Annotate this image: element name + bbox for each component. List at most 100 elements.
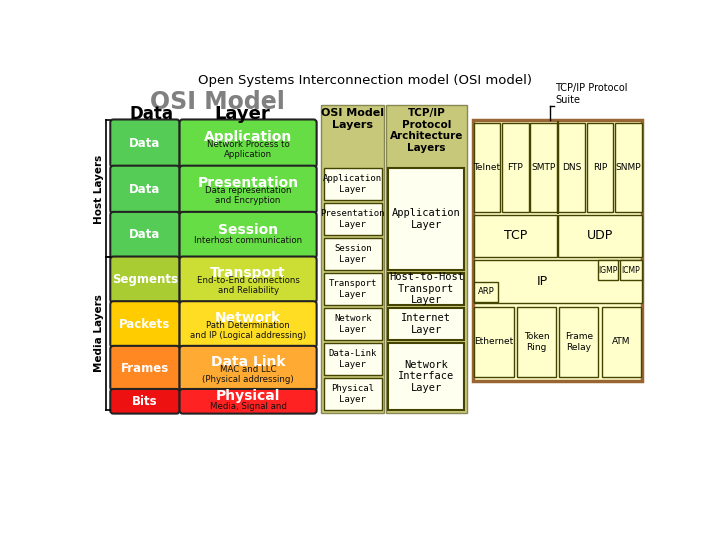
Bar [323,203,382,235]
Text: ARP: ARP [477,287,495,296]
Text: ATM: ATM [612,338,631,347]
FancyBboxPatch shape [179,301,317,347]
Text: Ethernet: Ethernet [474,338,514,347]
FancyBboxPatch shape [179,256,317,303]
Text: Data: Data [130,137,161,150]
Text: Application: Application [204,130,292,144]
Bar [474,307,514,377]
Text: Packets: Packets [120,318,171,331]
Text: Open Systems Interconnection model (OSI model): Open Systems Interconnection model (OSI … [198,74,532,87]
FancyBboxPatch shape [110,256,179,303]
Text: Data Link: Data Link [211,355,285,369]
Text: Presentation
Layer: Presentation Layer [320,209,385,228]
Text: Session
Layer: Session Layer [334,244,372,264]
Bar [615,123,642,212]
Bar [474,123,500,212]
Bar [388,273,464,305]
FancyBboxPatch shape [179,212,317,258]
Bar [323,168,382,200]
Text: Physical
Layer: Physical Layer [331,384,374,403]
Text: Data representation
and Encryption: Data representation and Encryption [205,186,292,205]
Bar [321,105,384,413]
Text: MAC and LLC
(Physical addressing): MAC and LLC (Physical addressing) [202,364,294,384]
Text: TCP: TCP [504,230,527,242]
Text: Bits: Bits [132,395,158,408]
Text: SNMP: SNMP [616,163,641,172]
Text: IP: IP [536,275,548,288]
Text: Application
Layer: Application Layer [323,174,382,194]
Bar [388,168,464,270]
Bar [323,273,382,305]
FancyBboxPatch shape [110,389,179,414]
Bar [530,123,557,212]
Text: Data: Data [130,183,161,196]
Bar [388,308,464,340]
Bar [474,260,642,303]
Text: Telnet: Telnet [474,163,500,172]
Text: Segments: Segments [112,273,178,286]
Bar [620,260,642,280]
Text: Network
Layer: Network Layer [334,314,372,334]
Text: Host-to-Host
Transport
Layer: Host-to-Host Transport Layer [389,272,464,306]
Text: Data-Link
Layer: Data-Link Layer [328,349,377,368]
Text: DNS: DNS [562,163,582,172]
Text: IGMP: IGMP [598,266,618,275]
Bar [323,238,382,270]
Bar [474,215,557,256]
Text: Network
Interface
Layer: Network Interface Layer [398,360,454,393]
FancyBboxPatch shape [179,346,317,390]
Text: Host Layers: Host Layers [94,155,104,224]
Text: End-to-End connections
and Reliability: End-to-End connections and Reliability [197,276,300,295]
FancyBboxPatch shape [110,119,179,167]
Bar [601,307,641,377]
Bar [473,120,642,381]
Text: RIP: RIP [593,163,607,172]
FancyBboxPatch shape [110,166,179,213]
Text: Network: Network [215,311,282,325]
Text: FTP: FTP [508,163,523,172]
FancyBboxPatch shape [179,119,317,167]
Text: OSI Model: OSI Model [150,90,284,114]
Text: Interhost communication: Interhost communication [194,236,302,245]
Text: Presentation: Presentation [197,177,299,191]
Text: Data: Data [130,228,161,241]
FancyBboxPatch shape [179,389,317,414]
Bar [388,343,464,410]
Bar [323,308,382,340]
Bar [502,123,528,212]
Text: Token
Ring: Token Ring [523,332,549,352]
Bar [559,123,585,212]
Text: Frame
Relay: Frame Relay [564,332,593,352]
Text: TCP/IP Protocol
Suite: TCP/IP Protocol Suite [555,83,628,105]
FancyBboxPatch shape [179,166,317,213]
Text: Session: Session [218,222,278,237]
Text: Layer: Layer [214,105,270,123]
Text: Physical: Physical [216,389,280,403]
FancyBboxPatch shape [110,301,179,347]
Text: OSI Model
Layers: OSI Model Layers [321,108,384,130]
Text: ICMP: ICMP [621,266,640,275]
Text: Media, Signal and: Media, Signal and [210,402,287,411]
FancyBboxPatch shape [110,346,179,390]
Bar [386,105,467,413]
Text: Application
Layer: Application Layer [392,208,461,230]
Text: TCP/IP
Protocol
Architecture
Layers: TCP/IP Protocol Architecture Layers [390,108,463,153]
Text: SMTP: SMTP [531,163,556,172]
Text: Frames: Frames [121,362,169,375]
Bar [559,215,642,256]
Text: UDP: UDP [587,230,613,242]
Bar [559,307,598,377]
Text: Internet
Layer: Internet Layer [401,313,451,335]
Bar [587,123,613,212]
Text: Network Process to
Application: Network Process to Application [207,140,289,159]
Bar [323,343,382,375]
Text: Path Determination
and IP (Logical addressing): Path Determination and IP (Logical addre… [190,321,306,340]
Text: Data: Data [130,105,174,123]
Bar [517,307,556,377]
Text: Media Layers: Media Layers [94,295,104,373]
Bar [474,282,498,302]
Bar [323,378,382,410]
Bar [598,260,618,280]
Text: Transport
Layer: Transport Layer [328,279,377,299]
FancyBboxPatch shape [110,212,179,258]
